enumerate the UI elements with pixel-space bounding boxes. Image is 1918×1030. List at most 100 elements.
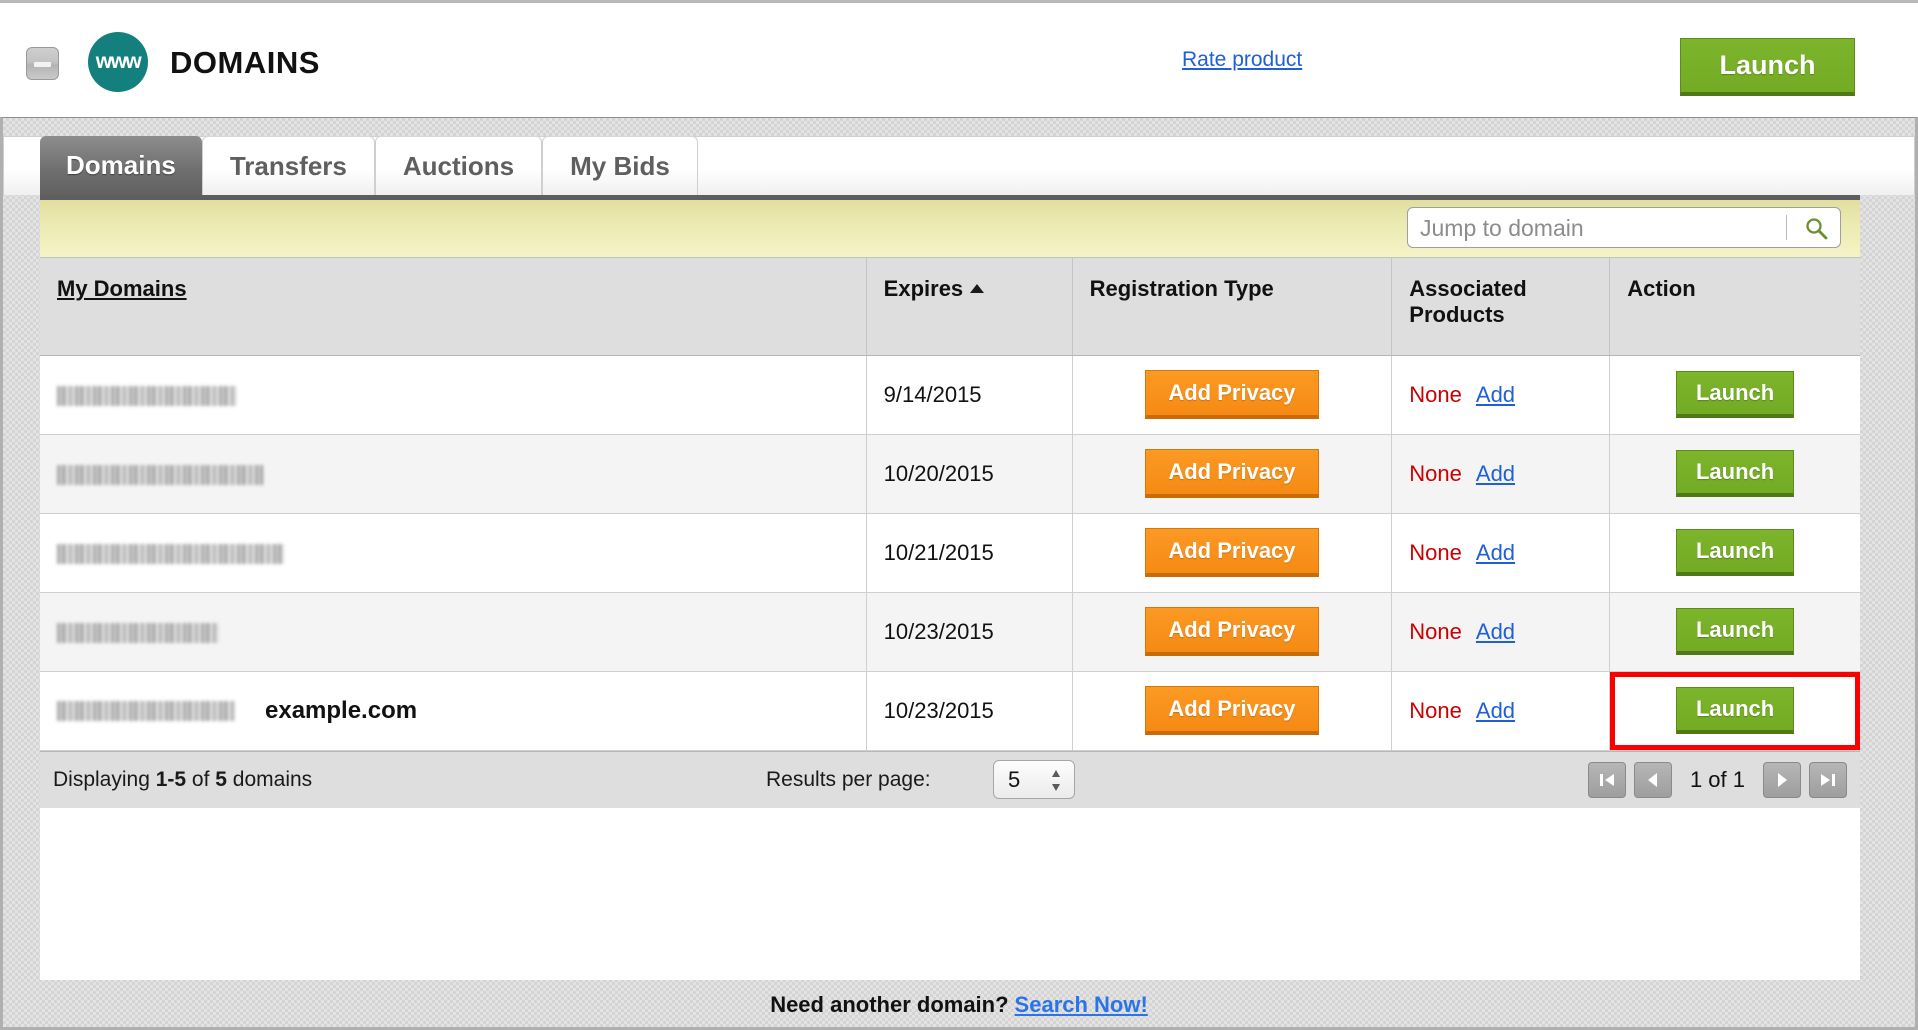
table-row: 9/14/2015 Add Privacy None Add Launch [40,355,1860,435]
column-header-associated-products-label-2: Products [1409,302,1505,327]
domains-table: My Domains Expires Registration Type Ass… [40,258,1860,751]
cell-associated-products: None Add [1391,355,1611,435]
column-header-my-domains-label[interactable]: My Domains [57,276,187,301]
cell-domain-name [40,434,867,514]
launch-button[interactable]: Launch [1676,450,1795,497]
cell-registration-type: Add Privacy [1072,513,1393,593]
cell-action: Launch [1609,434,1860,514]
cell-domain-name [40,592,867,672]
domain-name-label[interactable]: example.com [265,696,418,724]
search-divider [1786,215,1787,240]
cell-registration-type: Add Privacy [1072,671,1393,751]
cell-action: Launch [1609,355,1860,435]
redacted-domain-name [57,464,263,485]
tab-domains[interactable]: Domains [40,136,202,195]
sort-ascending-icon [970,284,985,293]
www-logo-icon: www [88,32,148,92]
associated-products-add-link[interactable]: Add [1475,697,1516,723]
column-header-my-domains[interactable]: My Domains [40,258,867,356]
last-page-icon [1821,773,1835,786]
results-per-page-select[interactable]: 5 [993,759,1075,799]
table-footer: Displaying 1-5 of 5 domains Results per … [40,750,1860,808]
cell-associated-products: None Add [1391,434,1611,514]
pagination: 1 of 1 [1587,761,1847,799]
cell-registration-type: Add Privacy [1072,592,1393,672]
previous-page-button[interactable] [1633,761,1672,798]
first-page-button[interactable] [1587,761,1626,798]
cell-registration-type: Add Privacy [1072,434,1393,514]
tab-my-bids[interactable]: My Bids [542,136,698,195]
tab-auctions[interactable]: Auctions [374,136,543,195]
associated-products-add-link[interactable]: Add [1475,618,1516,644]
column-header-registration-type[interactable]: Registration Type [1072,258,1393,356]
associated-products-none-label: None [1409,697,1462,723]
associated-products-none-label: None [1409,539,1462,565]
column-header-action-label: Action [1627,276,1696,301]
column-header-action[interactable]: Action [1609,258,1860,356]
displaying-prefix: Displaying [53,767,156,791]
cell-domain-name [40,513,867,593]
table-body: 9/14/2015 Add Privacy None Add Launch 10/20/2… [40,355,1860,751]
displaying-mid: of [186,767,216,791]
cell-associated-products: None Add [1391,592,1611,672]
search-box[interactable] [1407,207,1841,249]
chevron-left-icon [1647,772,1657,787]
search-input[interactable] [1418,208,1792,249]
cell-action: Launch [1609,671,1860,751]
domains-panel: My Domains Expires Registration Type Ass… [40,195,1860,980]
displaying-count: Displaying 1-5 of 5 domains [53,768,312,792]
associated-products-add-link[interactable]: Add [1475,460,1516,486]
associated-products-none-label: None [1409,381,1462,407]
column-header-associated-products-label-1: Associated [1409,276,1527,301]
tab-bar: Domains Transfers Auctions My Bids [40,136,1860,195]
cell-associated-products: None Add [1391,671,1611,751]
results-per-page-value: 5 [1008,766,1021,792]
add-privacy-button[interactable]: Add Privacy [1145,449,1319,498]
cell-expires: 10/21/2015 [866,513,1073,593]
cell-registration-type: Add Privacy [1072,355,1393,435]
launch-button[interactable]: Launch [1676,529,1795,576]
cell-domain-name [40,355,867,435]
column-header-associated-products[interactable]: Associated Products [1391,258,1611,356]
search-now-link[interactable]: Search Now! [1014,992,1148,1017]
page-title: DOMAINS [170,45,320,80]
associated-products-add-link[interactable]: Add [1475,539,1516,565]
search-icon[interactable] [1804,216,1828,240]
table-row: 10/21/2015 Add Privacy None Add Launch [40,513,1860,593]
redacted-domain-name [57,700,235,721]
next-page-button[interactable] [1763,761,1801,798]
launch-button[interactable]: Launch [1676,371,1795,418]
redacted-domain-name [57,543,284,564]
first-page-icon [1599,773,1614,786]
tab-transfers[interactable]: Transfers [201,136,375,195]
add-privacy-button[interactable]: Add Privacy [1145,370,1319,419]
table-row: example.com 10/23/2015 Add Privacy None Add L… [40,671,1860,751]
displaying-range: 1-5 [155,767,187,791]
displaying-suffix: domains [226,767,313,791]
table-row: 10/23/2015 Add Privacy None Add Launch [40,592,1860,672]
table-row: 10/20/2015 Add Privacy None Add Launch [40,434,1860,514]
cell-associated-products: None Add [1391,513,1611,593]
collapse-icon[interactable] [26,47,59,80]
add-privacy-button[interactable]: Add Privacy [1145,686,1319,735]
cell-domain-name: example.com [40,671,867,751]
stepper-icon[interactable] [1050,768,1062,793]
add-privacy-button[interactable]: Add Privacy [1145,607,1319,656]
launch-button[interactable]: Launch [1676,608,1795,655]
chevron-right-icon [1778,772,1787,787]
rate-product-link[interactable]: Rate product [1182,48,1303,71]
search-strip [40,200,1860,258]
column-header-registration-type-label: Registration Type [1089,276,1274,301]
last-page-button[interactable] [1809,761,1847,798]
need-another-domain-text: Need another domain? [770,992,1009,1017]
cell-expires: 10/20/2015 [866,434,1073,514]
associated-products-add-link[interactable]: Add [1475,381,1516,407]
launch-button[interactable]: Launch [1676,687,1795,734]
header-launch-button[interactable]: Launch [1680,38,1855,96]
cell-action: Launch [1609,592,1860,672]
column-header-expires[interactable]: Expires [866,258,1073,356]
cell-expires: 9/14/2015 [866,355,1073,435]
add-privacy-button[interactable]: Add Privacy [1145,528,1319,577]
need-another-domain: Need another domain? Search Now! [3,992,1915,1018]
cell-action: Launch [1609,513,1860,593]
